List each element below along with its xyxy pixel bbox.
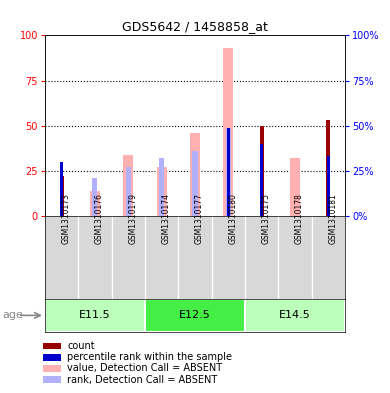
Bar [45, 299, 145, 332]
Bar [90, 191, 100, 216]
Bar [223, 48, 233, 216]
Bar [226, 128, 231, 216]
Bar [260, 126, 264, 216]
Text: GSM1310178: GSM1310178 [295, 193, 304, 244]
Bar [245, 299, 345, 332]
Title: GDS5642 / 1458858_at: GDS5642 / 1458858_at [122, 20, 268, 33]
Text: age: age [2, 310, 23, 320]
Text: E12.5: E12.5 [179, 310, 211, 320]
Text: E14.5: E14.5 [279, 310, 311, 320]
Bar [157, 167, 167, 216]
Text: GSM1310173: GSM1310173 [62, 193, 71, 244]
Bar [260, 144, 263, 216]
Bar [60, 176, 64, 216]
Bar [43, 365, 61, 372]
Bar [290, 158, 300, 216]
Text: count: count [67, 341, 95, 351]
Bar [145, 299, 245, 332]
Bar [327, 156, 330, 216]
Bar [123, 155, 133, 216]
Bar [43, 376, 61, 383]
Text: GSM1310176: GSM1310176 [95, 193, 104, 244]
Text: percentile rank within the sample: percentile rank within the sample [67, 352, 232, 362]
Bar [227, 128, 230, 216]
Text: E11.5: E11.5 [79, 310, 111, 320]
Bar [190, 133, 200, 216]
Bar [126, 167, 131, 216]
Bar [92, 178, 98, 216]
Text: GSM1310180: GSM1310180 [229, 193, 238, 244]
Text: GSM1310175: GSM1310175 [262, 193, 271, 244]
Bar [326, 120, 330, 216]
Bar [43, 354, 61, 360]
Bar [159, 158, 164, 216]
Text: GSM1310181: GSM1310181 [328, 193, 337, 244]
Text: GSM1310177: GSM1310177 [195, 193, 204, 244]
Bar [193, 151, 197, 216]
Text: GSM1310179: GSM1310179 [128, 193, 137, 244]
Bar [43, 343, 61, 349]
Text: GSM1310174: GSM1310174 [161, 193, 171, 244]
Text: rank, Detection Call = ABSENT: rank, Detection Call = ABSENT [67, 375, 217, 385]
Text: value, Detection Call = ABSENT: value, Detection Call = ABSENT [67, 364, 222, 373]
Bar [60, 162, 63, 216]
